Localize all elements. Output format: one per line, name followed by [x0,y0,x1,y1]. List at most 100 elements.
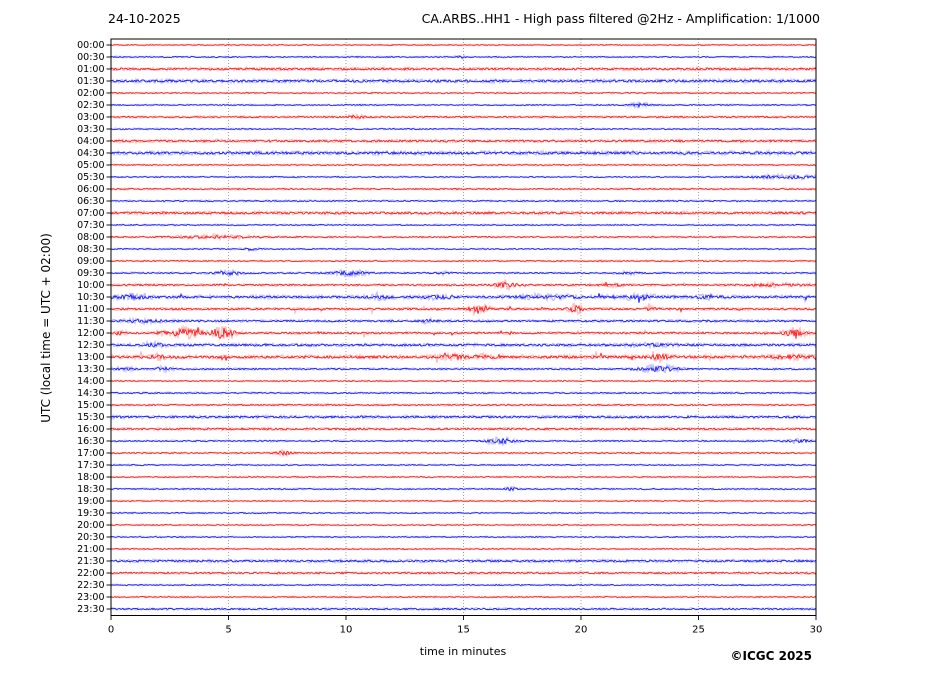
y-tick-label: 14:00 [77,376,104,387]
y-tick-label: 02:30 [77,100,104,111]
y-tick-label: 22:00 [77,568,104,579]
date-label: 24-10-2025 [108,11,181,26]
trace-07:30 [110,224,817,227]
trace-16:30 [110,437,817,445]
trace-14:00 [110,380,817,383]
trace-12:00 [110,327,817,339]
trace-19:30 [111,511,817,515]
trace-08:00 [110,234,817,239]
trace-11:00 [110,304,817,314]
y-tick-label: 21:00 [77,544,104,555]
trace-08:30 [110,247,817,251]
y-tick-label: 19:00 [77,496,104,507]
trace-19:00 [110,499,816,502]
y-tick-label: 19:30 [77,508,104,519]
y-tick-label: 07:30 [77,220,104,231]
y-tick-label: 00:30 [77,52,104,63]
y-tick-label: 14:30 [77,388,104,399]
trace-04:30 [110,150,817,156]
y-tick-label: 08:00 [77,232,104,243]
trace-21:30 [110,559,817,563]
trace-03:00 [110,114,817,120]
trace-04:00 [110,139,817,143]
x-tick-label: 5 [225,625,231,636]
trace-14:30 [110,391,817,395]
trace-21:00 [110,548,817,550]
x-tick-label: 30 [810,625,823,636]
trace-23:00 [110,595,817,599]
trace-10:30 [110,292,817,303]
trace-03:30 [110,127,817,131]
y-tick-label: 18:30 [77,484,104,495]
trace-10:00 [110,281,817,288]
trace-09:00 [110,259,817,263]
x-tick-label: 0 [108,625,114,636]
trace-fuzz-08:30 [110,246,817,253]
y-tick-label: 09:00 [77,256,104,267]
y-tick-label: 23:30 [77,604,104,615]
trace-11:30 [110,318,817,324]
y-tick-label: 07:00 [77,208,104,219]
trace-15:00 [110,403,817,407]
y-tick-label: 18:00 [77,472,104,483]
trace-17:00 [110,450,817,456]
y-tick-label: 17:30 [77,460,104,471]
trace-05:00 [111,163,817,167]
y-tick-label: 05:30 [77,172,104,183]
trace-05:30 [110,174,817,180]
trace-17:30 [110,463,817,467]
trace-20:00 [110,523,817,526]
x-tick-label: 20 [575,625,588,636]
trace-06:30 [110,199,817,203]
y-tick-label: 12:00 [77,328,104,339]
trace-13:00 [110,352,817,362]
y-tick-label: 06:30 [77,196,104,207]
y-tick-label: 11:30 [77,316,104,327]
y-tick-label: 08:30 [77,244,104,255]
y-tick-label: 12:30 [77,340,104,351]
y-tick-label: 03:00 [77,112,104,123]
trace-13:30 [111,365,817,373]
y-tick-label: 13:00 [77,352,104,363]
y-tick-label: 04:00 [77,136,104,147]
trace-18:30 [110,486,817,492]
trace-01:00 [110,67,817,71]
y-tick-label: 04:30 [77,148,104,159]
trace-07:00 [110,211,817,215]
trace-09:30 [110,269,817,277]
trace-00:30 [110,55,817,59]
trace-02:30 [110,102,817,109]
y-tick-label: 00:00 [77,40,104,51]
trace-20:30 [110,535,816,539]
trace-00:00 [110,44,817,46]
y-tick-label: 15:00 [77,400,104,411]
y-tick-label: 06:00 [77,184,104,195]
x-tick-label: 10 [340,625,353,636]
y-tick-label: 10:30 [77,292,104,303]
y-tick-label: 22:30 [77,580,104,591]
trace-fuzz-11:30 [110,316,817,327]
copyright-label: ©ICGC 2025 [730,649,812,663]
plot-title: CA.ARBS..HH1 - High pass filtered @2Hz -… [421,11,820,26]
trace-12:30 [110,341,817,348]
y-tick-label: 21:30 [77,556,104,567]
y-tick-label: 01:00 [77,64,104,75]
y-tick-label: 15:30 [77,412,104,423]
y-tick-label: 20:00 [77,520,104,531]
trace-01:30 [110,79,817,83]
trace-02:00 [111,91,817,95]
trace-fuzz-10:30 [110,290,817,304]
y-tick-label: 02:00 [77,88,104,99]
y-tick-label: 11:00 [77,304,104,315]
y-tick-label: 16:30 [77,436,104,447]
y-tick-label: 16:00 [77,424,104,435]
trace-fuzz-01:30 [110,76,817,85]
y-tick-label: 20:30 [77,532,104,543]
y-tick-label: 03:30 [77,124,104,135]
trace-06:00 [110,187,817,191]
y-tick-label: 05:00 [77,160,104,171]
x-tick-label: 25 [692,625,705,636]
trace-22:00 [110,571,817,575]
trace-16:00 [110,427,817,431]
